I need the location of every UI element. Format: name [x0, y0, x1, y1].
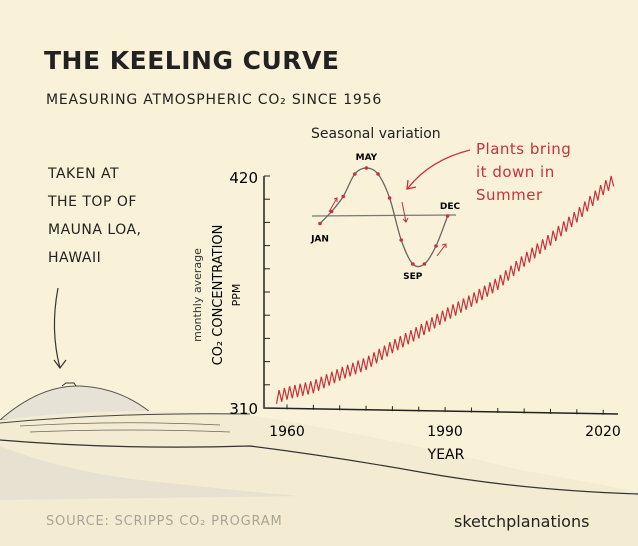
annotation-line: Summer [476, 186, 543, 204]
location-note-line: HAWAII [48, 250, 102, 266]
seasonal-curve-line [319, 167, 449, 268]
y-axis-note: monthly average [191, 248, 204, 342]
seasonal-month-label: JAN [310, 235, 329, 245]
direction-arrows-icon [328, 197, 447, 257]
seasonal-point [399, 238, 404, 242]
keeling-curve-line [275, 175, 615, 404]
mauna-loa-sketch [0, 382, 638, 546]
location-note-line: TAKEN AT [48, 166, 120, 182]
y-axis-label: CO₂ CONCENTRATION [211, 225, 226, 366]
seasonal-point [353, 172, 357, 176]
seasonal-point [376, 172, 380, 176]
seasonal-chart-title: Seasonal variation [311, 126, 441, 142]
location-note-line: THE TOP OF [48, 194, 137, 210]
pointer-arrow-icon [53, 287, 67, 369]
seasonal-month-label: DEC [440, 202, 461, 212]
x-tick-label: 1960 [269, 424, 305, 440]
y-axis-unit: PPM [230, 284, 243, 307]
seasonal-point [434, 244, 438, 248]
seasonal-point [445, 214, 450, 218]
annotation-line: it down in [476, 163, 555, 181]
page-title: THE KEELING CURVE [44, 46, 340, 75]
seasonal-point [364, 166, 369, 170]
x-axis-label: YEAR [427, 447, 465, 463]
x-tick-label: 1990 [427, 424, 463, 440]
annotation-arrow-icon [406, 149, 471, 190]
location-note-line: MAUNA LOA, [48, 222, 142, 238]
seasonal-month-label: SEP [403, 272, 423, 282]
x-tick-label: 2020 [585, 424, 621, 440]
page-subtitle: MEASURING ATMOSPHERIC CO₂ SINCE 1956 [46, 92, 383, 108]
seasonal-point [411, 262, 415, 266]
y-tick-label: 310 [229, 400, 258, 418]
seasonal-point [387, 196, 392, 200]
seasonal-baseline [311, 214, 457, 217]
seasonal-point [422, 262, 427, 266]
seasonal-point [329, 209, 334, 214]
source-credit: SOURCE: SCRIPPS CO₂ PROGRAM [46, 514, 283, 529]
y-tick-label: 420 [229, 169, 258, 187]
seasonal-month-label: MAY [356, 153, 378, 163]
brand-logo-text: sketchplanations [454, 512, 590, 531]
seasonal-point [341, 194, 346, 199]
annotation-line: Plants bring [476, 140, 572, 158]
seasonal-point [318, 221, 322, 226]
